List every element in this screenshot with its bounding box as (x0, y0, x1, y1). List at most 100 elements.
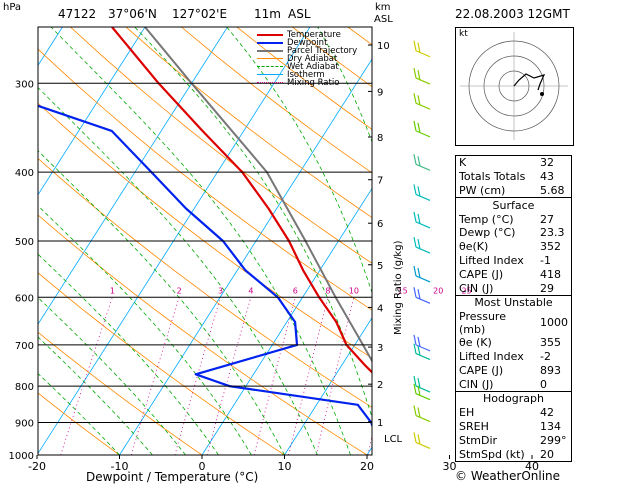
index-label: Totals Totals (455, 169, 537, 184)
dry-adiabat-line (38, 102, 372, 359)
index-label: EH (455, 405, 537, 420)
pressure-tick-label: 1000 (9, 451, 34, 462)
temperature-line (111, 27, 372, 374)
index-label: Temp (°C) (455, 212, 537, 226)
isotherm-line (615, 27, 629, 455)
mixing-ratio-tick-label: 15 (398, 286, 408, 295)
index-value: 418 (537, 267, 572, 282)
mixing-ratio-tick-label: 6 (293, 286, 298, 295)
wind-barb-flag (413, 93, 417, 104)
km-tick-label: 1 (377, 418, 383, 429)
wind-barb-flag (413, 287, 417, 298)
index-row: K 32 (455, 154, 572, 170)
index-row: StmDir 299° (455, 433, 572, 448)
hodograph-trace (513, 73, 546, 91)
index-value: -1 (537, 253, 572, 268)
legend-item-dry-adiabat: Dry Adiabat (257, 55, 357, 63)
index-label: θe (K) (455, 335, 537, 350)
index-value: 43 (537, 169, 572, 184)
credit-label: © WeatherOnline (455, 469, 561, 483)
wind-barb-flag (413, 265, 417, 277)
legend-item-dewpoint: Dewpoint (257, 39, 357, 47)
index-label: Pressure (mb) (455, 309, 537, 336)
wind-barb-flag (413, 40, 417, 51)
pressure-tick-label: 500 (15, 237, 34, 248)
wind-barb (415, 393, 431, 401)
wind-barb (415, 102, 431, 110)
index-value: 1000 (537, 309, 572, 336)
dry-adiabat-line (38, 272, 285, 455)
index-row: EH 42 (455, 405, 572, 420)
dry-adiabat-line (125, 27, 372, 219)
station-elevation: 11m (254, 7, 281, 21)
mixing-ratio-tick-label: 3 (218, 286, 223, 295)
index-value: 299° (537, 433, 572, 448)
mixing-ratio-line (253, 297, 296, 455)
index-label: Dewp (°C) (455, 225, 537, 240)
wet-adiabat-line (50, 27, 351, 455)
hodograph-plot (460, 32, 568, 140)
wind-barb-flag (417, 186, 421, 197)
index-row: Totals Totals 43 (455, 169, 572, 184)
km-tick-label: 9 (377, 87, 383, 98)
wind-barb (415, 193, 431, 201)
wind-barb-flag (413, 67, 417, 79)
wind-barb (415, 221, 431, 229)
index-value: 355 (537, 335, 572, 350)
wind-barb-flag (413, 211, 417, 223)
index-value: -2 (537, 349, 572, 364)
section-most-unstable: Most Unstable (455, 294, 572, 310)
storm-motion-marker (540, 92, 544, 96)
legend-item-isotherm: Isotherm (257, 71, 357, 79)
index-label: CIN (J) (455, 281, 537, 296)
station-lat: 37°06'N (108, 7, 157, 21)
wind-barb (415, 163, 431, 171)
km-tick-label: 8 (377, 133, 383, 144)
wet-adiabat-line (38, 253, 219, 455)
wet-adiabat-line (38, 86, 318, 455)
km-tick-label: 6 (377, 219, 383, 230)
plot-frame (37, 26, 373, 456)
index-value: 32 (537, 154, 572, 170)
index-row: SREH 134 (455, 419, 572, 434)
wet-adiabat-line (38, 372, 120, 455)
station-id: 47122 (58, 7, 97, 21)
wind-barb (415, 441, 431, 449)
index-row: Lifted Index -2 (455, 349, 572, 364)
dry-adiabat-line (38, 331, 203, 455)
km-tick-label: 5 (377, 261, 383, 272)
mixing-ratio-tick-label: 1 (110, 286, 115, 295)
wind-barb-flag (417, 122, 421, 133)
wind-barb-flag (417, 345, 421, 356)
hodograph-kt-label: kt (459, 29, 468, 39)
wet-adiabat-line (134, 27, 372, 419)
wind-barb-flag (417, 336, 421, 347)
chart-legend: Temperature Dewpoint Parcel Trajectory D… (257, 31, 357, 87)
index-row: Pressure (mb) 1000 (455, 309, 572, 336)
wind-barb (415, 414, 431, 423)
mixing-ratio-tick-label: 4 (248, 286, 253, 295)
wind-barb (415, 353, 431, 361)
km-tick-label: 4 (377, 303, 383, 314)
wind-barb-flag (417, 267, 421, 279)
index-label: K (455, 154, 537, 170)
dry-adiabat-line (38, 157, 372, 408)
mixing-ratio-line (206, 297, 252, 455)
index-label: StmSpd (kt) (455, 447, 537, 462)
x-axis-label: Dewpoint / Temperature (°C) (86, 470, 259, 484)
km-tick-label: 10 (377, 41, 390, 52)
mixing-ratio-line (315, 297, 355, 455)
wind-barb-flag (413, 343, 417, 354)
wet-adiabat-line (38, 297, 186, 455)
wind-barb (415, 296, 431, 304)
x-tick-label: 40 (525, 460, 539, 473)
x-tick-label: 30 (443, 460, 457, 473)
wind-barb-flag (417, 407, 421, 418)
index-row: Temp (°C) 27 (455, 212, 572, 226)
section-title: Most Unstable (455, 294, 572, 310)
wind-barb-flag (413, 236, 417, 248)
wind-barb (415, 50, 431, 58)
section-title: Surface (455, 197, 572, 213)
isotherm-line (38, 27, 146, 196)
